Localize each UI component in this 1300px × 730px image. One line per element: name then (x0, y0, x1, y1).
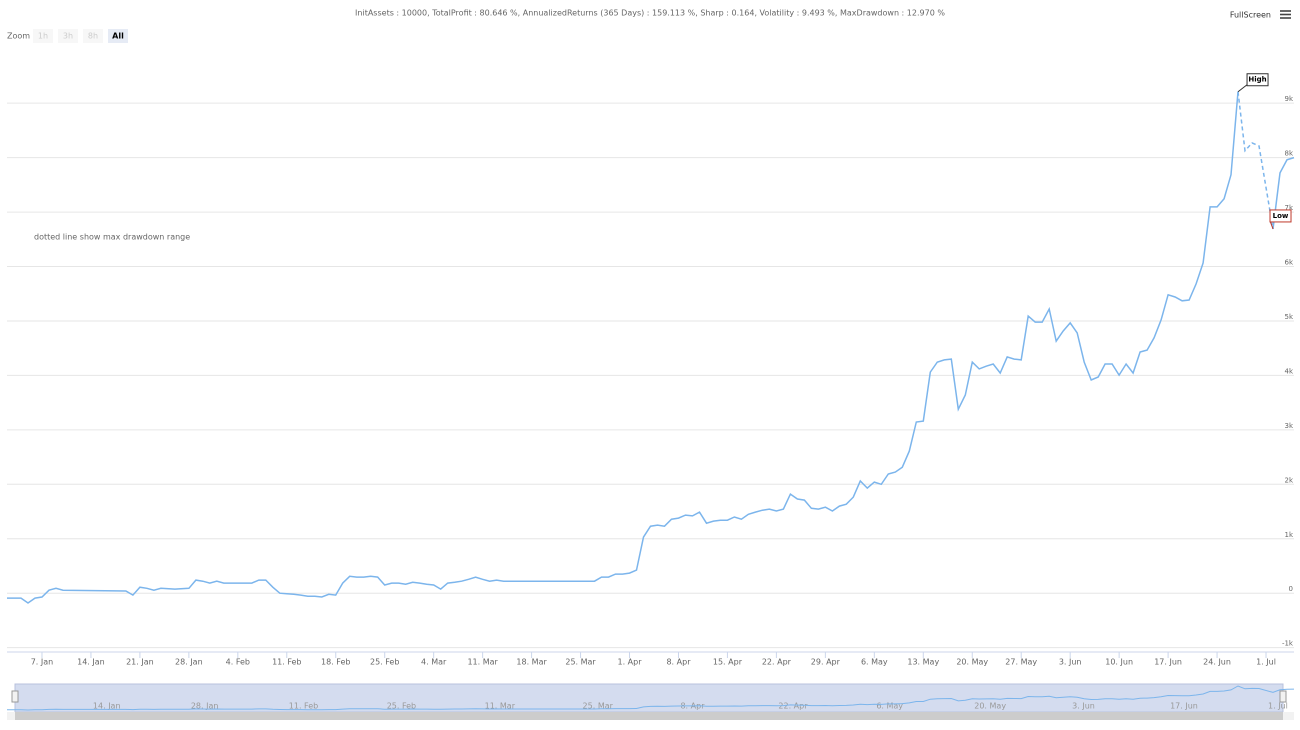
x-tick-label: 17. Jun (1154, 658, 1182, 667)
zoom-button[interactable] (58, 29, 78, 43)
x-tick-label: 6. May (861, 658, 888, 667)
x-tick-label: 22. Apr (762, 658, 792, 667)
flag-box (1269, 209, 1292, 223)
navigator-handle[interactable] (11, 690, 19, 703)
fullscreen-button[interactable]: FullScreen (1230, 11, 1271, 20)
zoom-button[interactable] (83, 29, 103, 43)
x-tick-label: 4. Feb (226, 658, 250, 667)
navigator-line (7, 685, 1295, 711)
x-tick-label: 21. Jan (126, 658, 154, 667)
x-tick-label: 15. Apr (713, 658, 743, 667)
x-tick-label: 24. Jun (1203, 658, 1231, 667)
zoom-button-label[interactable]: 1h (38, 32, 48, 41)
x-tick-label: 25. Mar (565, 658, 596, 667)
zoom-label: Zoom (7, 32, 30, 41)
flag-stem (1237, 84, 1248, 93)
navigator-label: 25. Feb (387, 702, 416, 711)
x-tick-label: 8. Apr (666, 658, 691, 667)
x-tick-label: 3. Jun (1059, 658, 1082, 667)
x-tick-label: 29. Apr (811, 658, 841, 667)
navigator-label: 28. Jan (191, 702, 219, 711)
x-tick-label: 18. Mar (516, 658, 547, 667)
y-tick-label: 8k (1284, 150, 1293, 158)
y-tick-label: 5k (1284, 313, 1293, 321)
y-tick-label: 9k (1284, 95, 1293, 103)
y-tick-label: 3k (1284, 422, 1293, 430)
y-tick-label: 7k (1284, 204, 1293, 212)
flag-box (1246, 73, 1269, 87)
navigator-label: 11. Mar (485, 702, 516, 711)
series-line (7, 91, 1239, 604)
flag-label: High (1248, 76, 1266, 84)
x-tick-label: 25. Feb (370, 658, 399, 667)
zoom-button-label[interactable]: All (112, 32, 124, 41)
y-tick-label: 6k (1284, 259, 1293, 267)
x-tick-label: 14. Jan (77, 658, 105, 667)
annotation: dotted line show max drawdown range (34, 233, 190, 242)
x-tick-label: 1. Jul (1256, 658, 1276, 667)
navigator-handle[interactable] (1279, 690, 1287, 703)
x-tick-label: 18. Feb (321, 658, 350, 667)
navigator-label: 25. Mar (583, 702, 614, 711)
drawdown-line (1237, 91, 1274, 230)
navigator-label: 20. May (974, 702, 1006, 711)
x-tick-label: 1. Apr (618, 658, 643, 667)
navigator-mask (14, 683, 1284, 713)
x-tick-label: 13. May (907, 658, 939, 667)
navigator-label: 17. Jun (1170, 702, 1198, 711)
zoom-button-label[interactable]: 3h (63, 32, 73, 41)
y-tick-label: 2k (1284, 476, 1293, 484)
x-tick-label: 11. Feb (272, 658, 301, 667)
y-tick-label: -1k (1282, 640, 1294, 648)
zoom-button[interactable] (108, 29, 128, 43)
x-tick-label: 28. Jan (175, 658, 203, 667)
zoom-button-label[interactable]: 8h (88, 32, 98, 41)
zoom-button[interactable] (33, 29, 53, 43)
scrollbar-thumb[interactable] (15, 712, 1283, 720)
x-tick-label: 11. Mar (467, 658, 498, 667)
x-tick-label: 10. Jun (1105, 658, 1133, 667)
series-line (1272, 156, 1295, 230)
x-tick-label: 4. Mar (421, 658, 447, 667)
y-tick-label: 4k (1284, 367, 1293, 375)
navigator-label: 3. Jun (1072, 702, 1095, 711)
flag-label: Low (1273, 212, 1289, 220)
y-tick-label: 1k (1284, 531, 1293, 539)
y-tick-label: 0 (1289, 585, 1293, 593)
navigator-label: 11. Feb (289, 702, 318, 711)
menu-icon[interactable] (1280, 10, 1291, 19)
x-tick-label: 7. Jan (31, 658, 54, 667)
x-tick-label: 27. May (1005, 658, 1037, 667)
navigator-label: 6. May (876, 702, 903, 711)
stats-header: InitAssets : 10000, TotalProfit : 80.646… (355, 9, 945, 18)
navigator-label: 1. Jul (1268, 702, 1288, 711)
x-tick-label: 20. May (956, 658, 988, 667)
navigator-label: 14. Jan (93, 702, 121, 711)
navigator-label: 22. Apr (778, 702, 808, 711)
